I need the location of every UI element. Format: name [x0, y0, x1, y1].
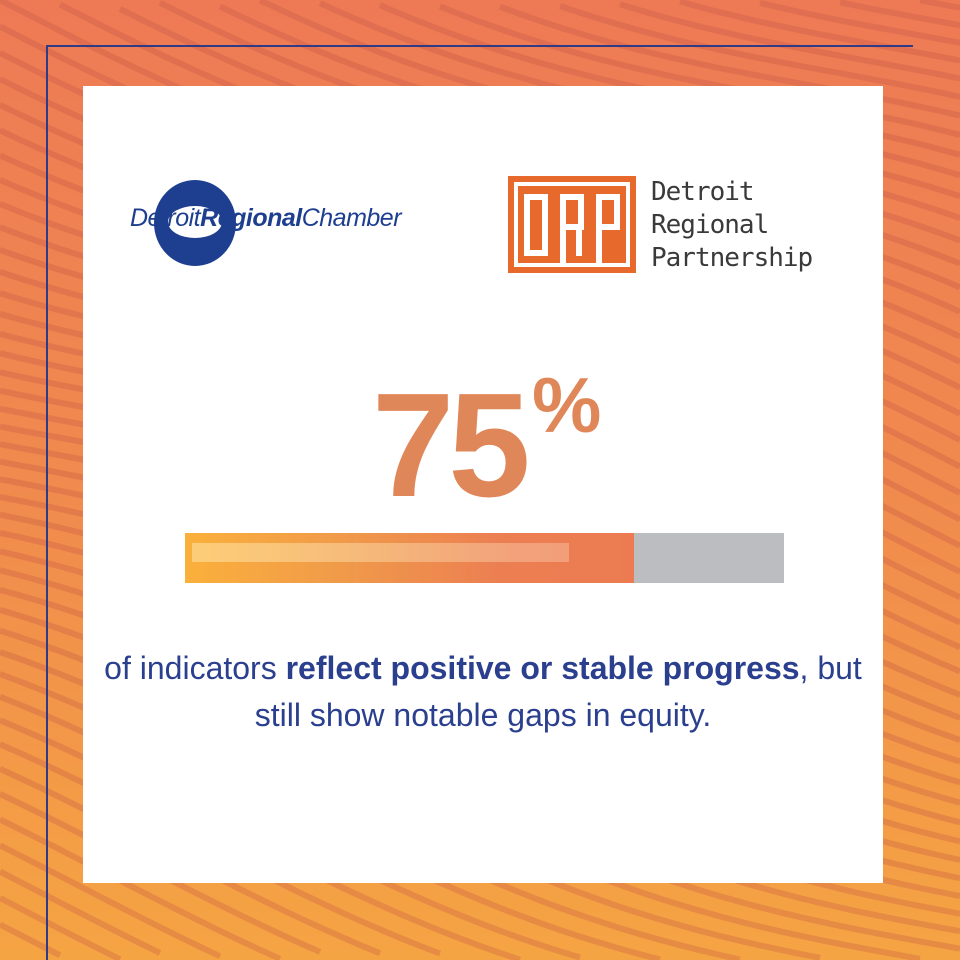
detroit-regional-chamber-logo: DetroitRegionalChamber	[130, 178, 460, 268]
background-wave-line	[759, 0, 960, 46]
drp-line: Detroit	[651, 177, 755, 207]
logo-text: Chamber	[301, 204, 402, 232]
progress-bar-fill	[185, 533, 635, 583]
background-wave-line	[559, 3, 960, 100]
frame-line-top	[46, 45, 913, 47]
background-wave-line	[839, 0, 960, 29]
logo-text-bold: Regional	[200, 204, 302, 232]
caption-text: of indicators	[104, 650, 286, 686]
drp-line: Regional	[651, 210, 769, 240]
background-wave-line	[0, 895, 122, 960]
background-wave-line	[0, 921, 62, 958]
stat-unit: %	[532, 361, 602, 449]
frame-line-left	[46, 45, 48, 960]
drp-line: Partnership	[651, 243, 813, 273]
stat-value: 75	[372, 363, 531, 528]
drp-logo-mark	[508, 176, 636, 273]
caption-emphasis: reflect positive or stable progress	[285, 650, 800, 686]
drp-logo-text: Detroit Regional Partnership	[651, 176, 813, 275]
caption-text: , but still show notable gaps in equity.	[254, 650, 862, 733]
chamber-ring-icon	[154, 180, 236, 266]
background-wave-line	[0, 868, 162, 956]
caption: of indicators reflect positive or stable…	[83, 645, 883, 739]
progress-bar	[185, 533, 784, 583]
background-wave-line	[498, 3, 960, 119]
background-wave-line	[679, 0, 960, 64]
background-wave-line	[919, 0, 960, 11]
progress-bar-highlight	[192, 543, 570, 562]
background-wave-line	[0, 842, 222, 960]
logo-text: Detroit	[130, 204, 201, 232]
